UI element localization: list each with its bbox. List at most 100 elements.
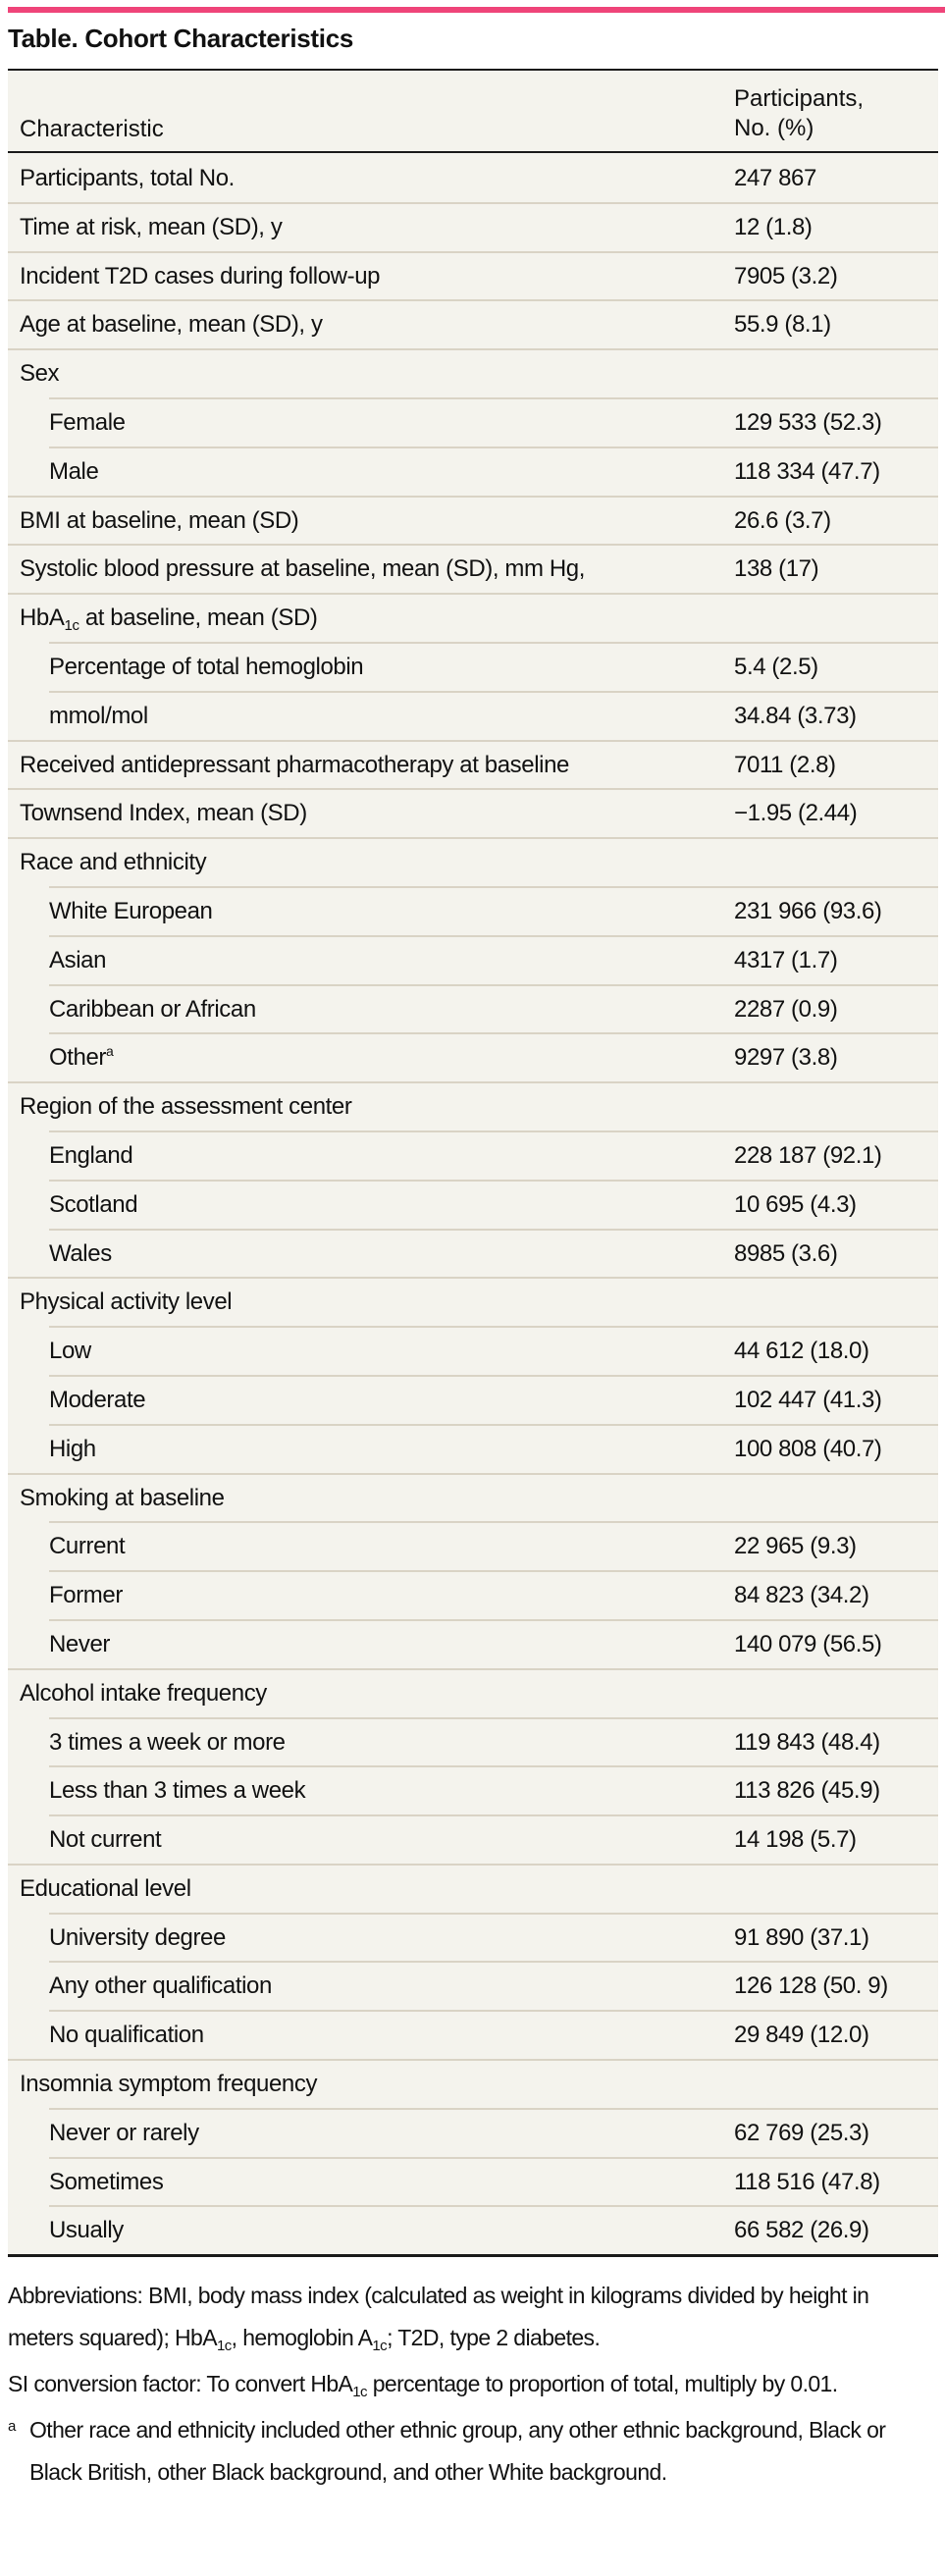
table-subrow: Scotland 10 695 (4.3) [8, 1179, 938, 1229]
row-divider [49, 1521, 938, 1524]
table-subrow: Male 118 334 (47.7) [8, 446, 938, 496]
characteristic-cell: Race and ethnicity [20, 849, 207, 876]
characteristic-cell: Scotland [49, 1190, 138, 1218]
characteristic-cell: Wales [49, 1239, 112, 1267]
row-divider [49, 641, 938, 644]
characteristic-cell: Current [49, 1533, 126, 1560]
table-subrow: University degree 91 890 (37.1) [8, 1912, 938, 1962]
column-header-characteristic: Characteristic [20, 116, 164, 142]
table-row: BMI at baseline, mean (SD) 26.6 (3.7) [8, 495, 938, 545]
subscript: 1c [64, 617, 79, 635]
table-subrow: Sometimes 118 516 (47.8) [8, 2156, 938, 2206]
table-subrow: Caribbean or African 2287 (0.9) [8, 983, 938, 1033]
row-divider [49, 1423, 938, 1426]
participants-cell: 2287 (0.9) [734, 995, 838, 1023]
characteristic-cell: Smoking at baseline [20, 1484, 225, 1511]
characteristic-cell: No qualification [49, 2022, 204, 2049]
table-row: Smoking at baseline [8, 1472, 938, 1522]
characteristic-cell: Former [49, 1582, 123, 1609]
row-divider [8, 739, 938, 742]
row-divider [8, 201, 938, 204]
row-divider [49, 1130, 938, 1132]
row-divider [49, 2205, 938, 2208]
footnote-abbreviations: Abbreviations: BMI, body mass index (cal… [8, 2283, 869, 2354]
characteristic-cell: Received antidepressant pharmacotherapy … [20, 751, 569, 778]
participants-cell: 55.9 (8.1) [734, 311, 831, 339]
participants-cell: 138 (17) [734, 555, 819, 583]
participants-cell: 100 808 (40.7) [734, 1435, 882, 1462]
participants-cell: 247 867 [734, 165, 816, 191]
table-row: Educational level [8, 1863, 938, 1913]
characteristic-cell: Female [49, 408, 126, 436]
row-divider [8, 1472, 938, 1475]
row-divider [49, 1179, 938, 1182]
row-divider [49, 1618, 938, 1621]
table-footnotes: Abbreviations: BMI, body mass index (cal… [8, 2275, 938, 2497]
subscript: 1c [352, 2384, 367, 2400]
characteristic-cell: Region of the assessment center [20, 1093, 352, 1121]
table-subrow: Othera 9297 (3.8) [8, 1032, 938, 1081]
participants-cell: 22 965 (9.3) [734, 1533, 857, 1560]
characteristic-cell: Othera [49, 1043, 114, 1072]
table-subrow: Any other qualification 126 128 (50. 9) [8, 1961, 938, 2010]
participants-cell: 129 533 (52.3) [734, 408, 882, 436]
row-divider [49, 1570, 938, 1573]
characteristic-cell: 3 times a week or more [49, 1728, 286, 1756]
row-divider [8, 250, 938, 253]
footnote-marker: a [106, 1043, 114, 1060]
characteristic-cell: Never [49, 1630, 111, 1657]
characteristic-cell: Participants, total No. [20, 165, 235, 191]
participants-cell: 26.6 (3.7) [734, 506, 831, 534]
table-subrow: Never 140 079 (56.5) [8, 1618, 938, 1668]
table-row: Insomnia symptom frequency [8, 2059, 938, 2108]
table-subrow: Moderate 102 447 (41.3) [8, 1374, 938, 1424]
characteristic-cell: BMI at baseline, mean (SD) [20, 506, 299, 534]
characteristic-cell: Alcohol intake frequency [20, 1679, 267, 1707]
participants-cell: 84 823 (34.2) [734, 1582, 869, 1609]
table-row: Physical activity level [8, 1277, 938, 1326]
participants-cell: 34.84 (3.73) [734, 702, 857, 729]
table-subrow: Percentage of total hemoglobin 5.4 (2.5) [8, 641, 938, 691]
table-subrow: Female 129 533 (52.3) [8, 396, 938, 447]
footnote-a: a Other race and ethnicity included other… [8, 2409, 938, 2494]
table-subrow: High 100 808 (40.7) [8, 1423, 938, 1473]
participants-cell: 113 826 (45.9) [734, 1777, 880, 1805]
characteristic-cell: Time at risk, mean (SD), y [20, 213, 283, 240]
column-header-participants-line2: No. (%) [734, 115, 814, 141]
table-subrow: Current 22 965 (9.3) [8, 1521, 938, 1570]
participants-cell: 5.4 (2.5) [734, 653, 818, 680]
table-row: Region of the assessment center [8, 1081, 938, 1130]
row-divider [8, 1667, 938, 1670]
row-divider [49, 1814, 938, 1817]
row-divider [8, 299, 938, 302]
characteristic-cell: Caribbean or African [49, 995, 256, 1023]
characteristic-cell: White European [49, 897, 213, 924]
row-divider [8, 593, 938, 596]
row-divider [49, 1716, 938, 1719]
characteristic-cell: University degree [49, 1923, 226, 1951]
row-divider [8, 1277, 938, 1280]
table-subrow: Former 84 823 (34.2) [8, 1570, 938, 1619]
participants-cell: 140 079 (56.5) [734, 1630, 882, 1657]
table-subrow: 3 times a week or more 119 843 (48.4) [8, 1716, 938, 1766]
row-divider [49, 1326, 938, 1329]
row-divider [8, 544, 938, 547]
table-subrow: England 228 187 (92.1) [8, 1130, 938, 1180]
participants-cell: 66 582 (26.9) [734, 2217, 869, 2244]
table-subrow: Low 44 612 (18.0) [8, 1326, 938, 1375]
row-divider [8, 788, 938, 791]
table-row: Systolic blood pressure at baseline, mea… [8, 544, 938, 593]
row-divider [49, 1912, 938, 1915]
characteristic-cell: Educational level [20, 1874, 191, 1902]
row-divider [8, 2059, 938, 2062]
row-divider [49, 983, 938, 986]
characteristic-cell: Low [49, 1338, 91, 1365]
participants-cell: 231 966 (93.6) [734, 897, 882, 924]
characteristic-cell: High [49, 1435, 96, 1462]
row-divider [49, 396, 938, 399]
participants-cell: 118 334 (47.7) [734, 457, 880, 485]
characteristic-cell: Physical activity level [20, 1288, 233, 1316]
row-divider [49, 1374, 938, 1377]
participants-cell: 29 849 (12.0) [734, 2022, 869, 2049]
table-subrow: Less than 3 times a week 113 826 (45.9) [8, 1765, 938, 1814]
